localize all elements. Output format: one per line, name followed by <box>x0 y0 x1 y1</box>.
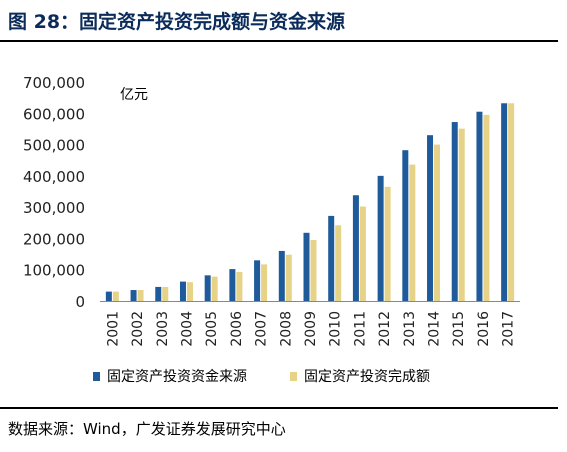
bar-investment-completed <box>483 114 490 301</box>
y-tick-label: 500,000 <box>23 137 85 155</box>
bar-investment-completed <box>285 254 292 301</box>
bar-investment-completed <box>211 276 218 301</box>
bar-funding-source <box>204 275 211 301</box>
bar-funding-source <box>451 122 458 301</box>
y-tick-label: 100,000 <box>23 262 85 280</box>
bar-investment-completed <box>186 282 193 301</box>
source-rule <box>0 407 558 409</box>
bar-funding-source <box>179 281 186 301</box>
bar-investment-completed <box>458 128 465 301</box>
legend-swatch <box>290 372 297 381</box>
bar-funding-source <box>427 135 434 301</box>
legend-label: 固定资产投资完成额 <box>304 369 430 385</box>
y-unit-label: 亿元 <box>120 87 148 103</box>
x-tick-label: 2009 <box>303 311 319 347</box>
legend-swatch <box>93 372 100 381</box>
x-tick-label: 2013 <box>402 311 418 347</box>
y-tick-label: 200,000 <box>23 230 85 248</box>
source-note: 数据来源：Wind，广发证券发展研究中心 <box>8 420 286 438</box>
bar-investment-completed <box>236 271 243 301</box>
bar-funding-source <box>155 286 162 301</box>
figure-title-bar: 图 28：固定资产投资完成额与资金来源 <box>0 0 567 40</box>
y-tick-label: 300,000 <box>23 199 85 217</box>
figure-title: 图 28：固定资产投资完成额与资金来源 <box>8 11 346 33</box>
bar-funding-source <box>229 269 236 301</box>
x-tick-label: 2003 <box>155 311 171 347</box>
bar-investment-completed <box>335 225 342 301</box>
bar-investment-completed <box>434 144 441 301</box>
bar-funding-source <box>328 215 335 301</box>
title-rule <box>0 40 558 42</box>
x-tick-label: 2017 <box>501 311 517 347</box>
bar-funding-source <box>303 232 310 301</box>
bar-funding-source <box>278 250 285 301</box>
bar-funding-source <box>130 290 137 301</box>
bar-funding-source <box>402 150 409 301</box>
bar-investment-completed <box>359 206 366 301</box>
bar-funding-source <box>377 175 384 301</box>
y-tick-label: 400,000 <box>23 168 85 186</box>
y-tick-label: 0 <box>75 293 85 311</box>
x-tick-label: 2016 <box>476 311 492 347</box>
bar-investment-completed <box>112 291 119 301</box>
bar-investment-completed <box>384 186 391 301</box>
bar-investment-completed <box>409 164 416 301</box>
x-tick-label: 2004 <box>179 311 195 347</box>
bar-investment-completed <box>310 239 317 301</box>
x-tick-label: 2012 <box>377 311 393 347</box>
x-tick-label: 2011 <box>352 311 368 347</box>
x-tick-label: 2014 <box>427 311 443 347</box>
bar-funding-source <box>105 291 112 301</box>
bar-funding-source <box>476 111 483 301</box>
x-tick-label: 2006 <box>229 311 245 347</box>
bar-funding-source <box>352 195 359 301</box>
y-tick-label: 600,000 <box>23 105 85 123</box>
bar-investment-completed <box>162 286 169 301</box>
x-tick-label: 2001 <box>105 311 121 347</box>
x-tick-label: 2010 <box>328 311 344 347</box>
x-tick-label: 2002 <box>130 311 146 347</box>
x-tick-label: 2015 <box>451 311 467 347</box>
y-tick-label: 700,000 <box>23 74 85 92</box>
bar-investment-completed <box>261 264 268 301</box>
bar-investment-completed <box>137 290 144 301</box>
bar-funding-source <box>254 260 261 301</box>
x-tick-label: 2005 <box>204 311 220 347</box>
legend-label: 固定资产投资资金来源 <box>107 369 247 385</box>
x-tick-label: 2007 <box>254 311 270 347</box>
bar-investment-completed <box>508 103 515 301</box>
x-tick-label: 2008 <box>278 311 294 347</box>
bar-chart: 0 100,000 200,000 300,000 400,000 500,000 600,… <box>23 74 520 385</box>
bar-funding-source <box>501 103 508 301</box>
